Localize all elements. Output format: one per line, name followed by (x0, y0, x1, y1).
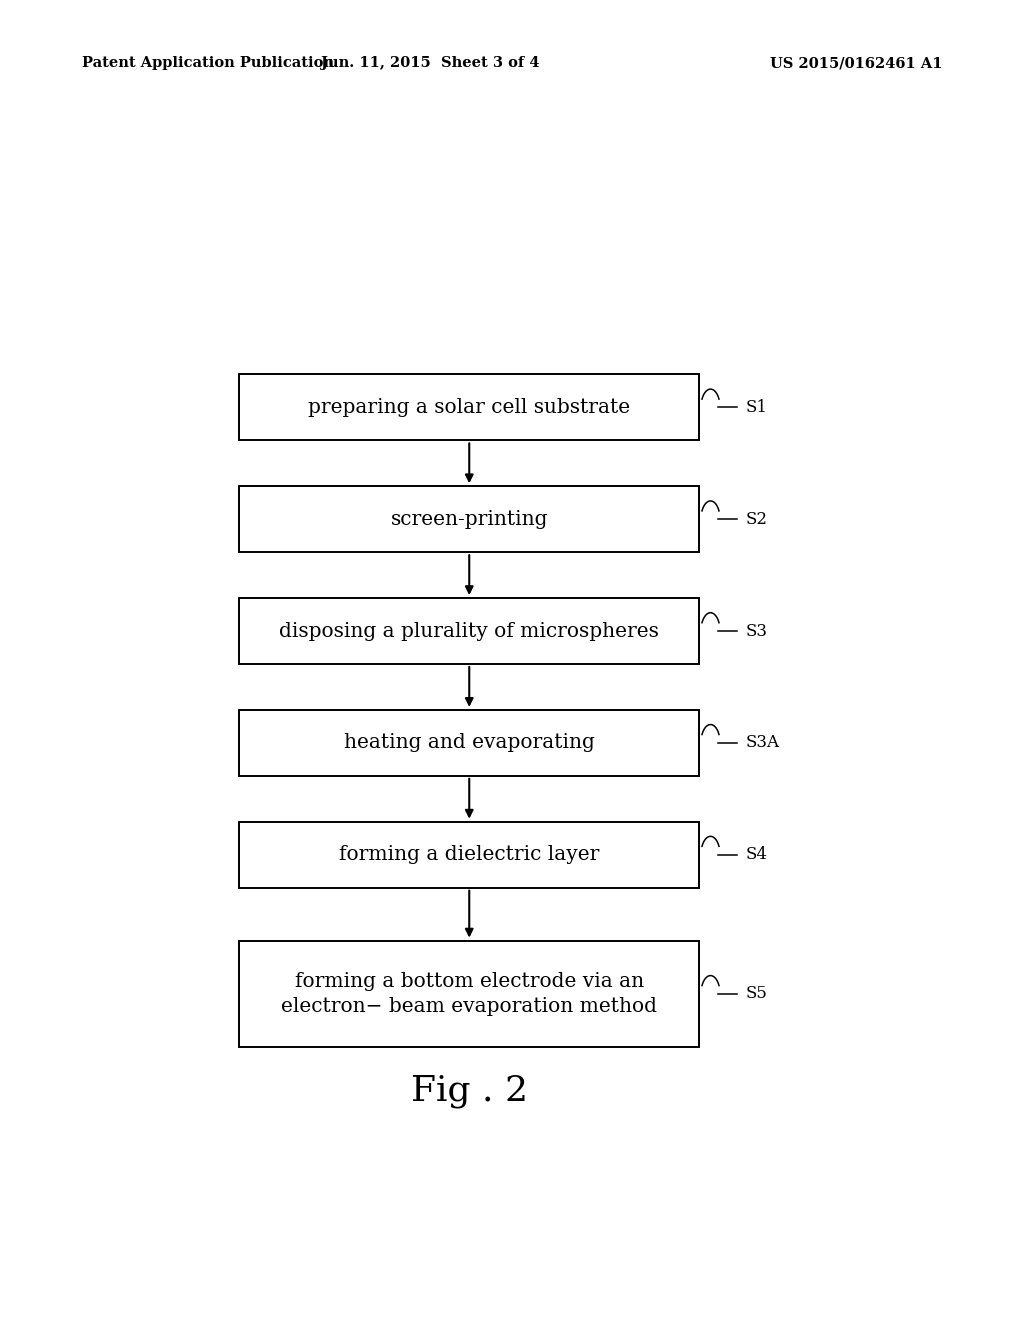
Text: S1: S1 (745, 399, 767, 416)
Text: preparing a solar cell substrate: preparing a solar cell substrate (308, 397, 631, 417)
Bar (240, 375, 699, 441)
Text: S5: S5 (745, 986, 767, 1002)
Text: heating and evaporating: heating and evaporating (344, 734, 595, 752)
Bar (240, 598, 699, 664)
Text: S3: S3 (745, 623, 767, 639)
Bar (240, 486, 699, 552)
Text: Jun. 11, 2015  Sheet 3 of 4: Jun. 11, 2015 Sheet 3 of 4 (321, 57, 540, 70)
Text: forming a bottom electrode via an
electron− beam evaporation method: forming a bottom electrode via an electr… (282, 972, 657, 1016)
Text: US 2015/0162461 A1: US 2015/0162461 A1 (770, 57, 942, 70)
Text: Fig . 2: Fig . 2 (411, 1074, 527, 1109)
Bar (240, 710, 699, 776)
Text: forming a dielectric layer: forming a dielectric layer (339, 845, 599, 865)
Text: S3A: S3A (745, 734, 779, 751)
Text: S4: S4 (745, 846, 767, 863)
Text: S2: S2 (745, 511, 767, 528)
Text: screen-printing: screen-printing (390, 510, 548, 529)
Text: disposing a plurality of microspheres: disposing a plurality of microspheres (280, 622, 659, 640)
Bar (240, 941, 699, 1047)
Bar (240, 821, 699, 887)
Text: Patent Application Publication: Patent Application Publication (82, 57, 334, 70)
